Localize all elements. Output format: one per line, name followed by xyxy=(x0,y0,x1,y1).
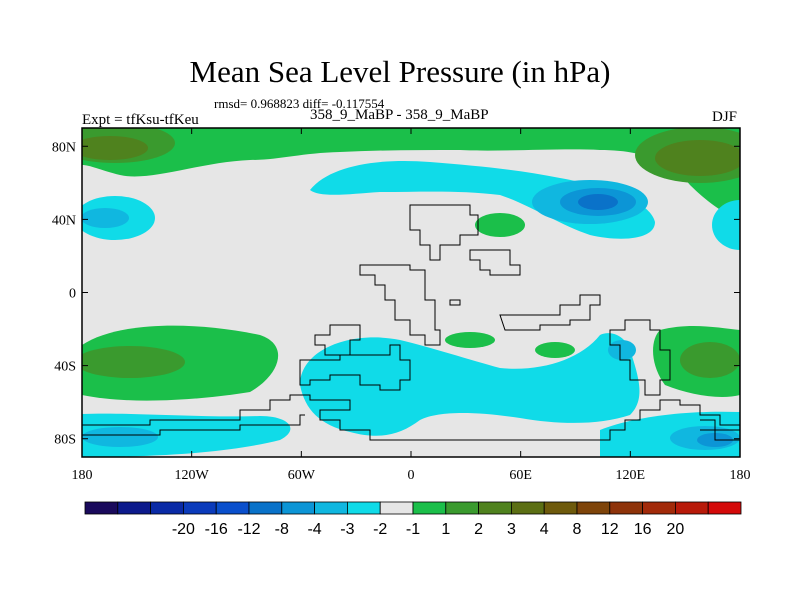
colorbar-swatch xyxy=(117,501,152,515)
colorbar-label: 8 xyxy=(573,521,582,538)
colorbar-label: -16 xyxy=(205,521,228,538)
lon-tick-label: 0 xyxy=(408,468,415,483)
stats-label: rmsd= 0.968823 diff= -0.117554 xyxy=(214,96,385,111)
colorbar-swatch xyxy=(150,501,184,515)
colorbar-swatch xyxy=(478,501,512,515)
case-label: 358_9_MaBP - 358_9_MaBP xyxy=(310,107,489,123)
season-label: DJF xyxy=(712,109,738,125)
colorbar-swatch xyxy=(675,501,709,515)
colorbar-label: -3 xyxy=(340,521,354,538)
lat-tick-label: 80N xyxy=(52,140,76,155)
colorbar-swatch xyxy=(346,501,381,515)
lon-tick-label: 180 xyxy=(730,468,751,483)
colorbar-label: -20 xyxy=(172,521,195,538)
colorbar-swatch xyxy=(412,501,447,515)
lat-tick-label: 40N xyxy=(52,213,76,228)
colorbar-label: -4 xyxy=(307,521,321,538)
contour-north-core-center xyxy=(578,194,618,210)
colorbar-label: -8 xyxy=(275,521,289,538)
contour-north-cyan-right xyxy=(712,200,740,250)
colorbar-swatch xyxy=(84,501,119,515)
colorbar: -20 -16 -12 -8 -4 -3 -2 -1 1 2 3 4 8 12 16 20 xyxy=(84,501,742,538)
map-title: Mean Sea Level Pressure (in hPa) xyxy=(189,54,611,89)
colorbar-label: 20 xyxy=(667,521,685,538)
colorbar-swatch xyxy=(379,501,414,515)
landmask-south-c xyxy=(314,324,361,356)
landmask-south-b xyxy=(449,299,461,306)
lon-tick-label: 180 xyxy=(72,468,93,483)
colorbar-swatch xyxy=(314,501,348,515)
landmask-antarctic-east xyxy=(700,419,740,441)
colorbar-label: -1 xyxy=(406,521,420,538)
landmask-africa xyxy=(359,264,441,346)
experiment-label: Expt = tfKsu-tfKeu xyxy=(82,112,199,128)
colorbar-swatch xyxy=(642,501,676,515)
lon-tick-label: 120E xyxy=(616,468,646,483)
map-plot-area xyxy=(82,128,740,457)
contour-south-green-small-a xyxy=(445,332,495,348)
contour-north-darker-left xyxy=(82,136,148,160)
landmask-north-a xyxy=(409,204,479,261)
colorbar-label: -12 xyxy=(237,521,260,538)
landmask-north-b xyxy=(469,249,521,276)
colorbar-label: 3 xyxy=(507,521,516,538)
colorbar-swatch xyxy=(215,501,250,515)
landmask-south-a xyxy=(499,294,601,331)
colorbar-label: 2 xyxy=(474,521,483,538)
colorbar-label: -2 xyxy=(373,521,387,538)
colorbar-swatch xyxy=(445,501,479,515)
landmask-antarctic-outer xyxy=(82,394,740,441)
longitude-axis: 180 120W 60W 0 60E 120E 180 xyxy=(72,128,751,483)
lat-tick-label: 0 xyxy=(69,287,76,302)
landmask-south-america xyxy=(299,344,411,391)
colorbar-swatch xyxy=(707,501,742,515)
contour-south-cyan-center xyxy=(300,333,640,436)
lon-tick-label: 120W xyxy=(175,468,210,483)
contour-green-patch-ne xyxy=(475,213,525,237)
colorbar-swatch xyxy=(543,501,578,515)
lon-tick-label: 60E xyxy=(509,468,532,483)
contour-antarctic-blue-left xyxy=(82,427,158,447)
colorbar-swatch xyxy=(576,501,611,515)
colorbar-swatch xyxy=(182,501,217,515)
contour-south-darkgreen-right xyxy=(680,342,740,378)
lat-tick-label: 40S xyxy=(54,360,76,375)
contour-north-darker-right xyxy=(655,140,740,176)
colorbar-swatch xyxy=(281,501,315,515)
lat-tick-label: 80S xyxy=(54,433,76,448)
contour-south-green-small-b xyxy=(535,342,575,358)
land-outlines xyxy=(82,204,740,441)
colorbar-swatch xyxy=(609,501,643,515)
contour-north-green-band xyxy=(82,128,740,220)
contour-south-darkgreen-left xyxy=(82,346,185,378)
landmask-east xyxy=(609,319,671,396)
colorbar-swatch xyxy=(510,501,545,515)
landmask-antarctic-inner xyxy=(82,414,305,436)
contour-north-blue-left xyxy=(82,208,129,228)
colorbar-swatch xyxy=(248,501,283,515)
colorbar-label: 12 xyxy=(601,521,619,538)
latitude-axis: 80N 40N 0 40S 80S xyxy=(52,140,740,448)
lon-tick-label: 60W xyxy=(288,468,316,483)
contour-south-blue-center xyxy=(608,340,636,360)
colorbar-label: 16 xyxy=(634,521,652,538)
colorbar-label: 4 xyxy=(540,521,549,538)
colorbar-label: 1 xyxy=(441,521,450,538)
